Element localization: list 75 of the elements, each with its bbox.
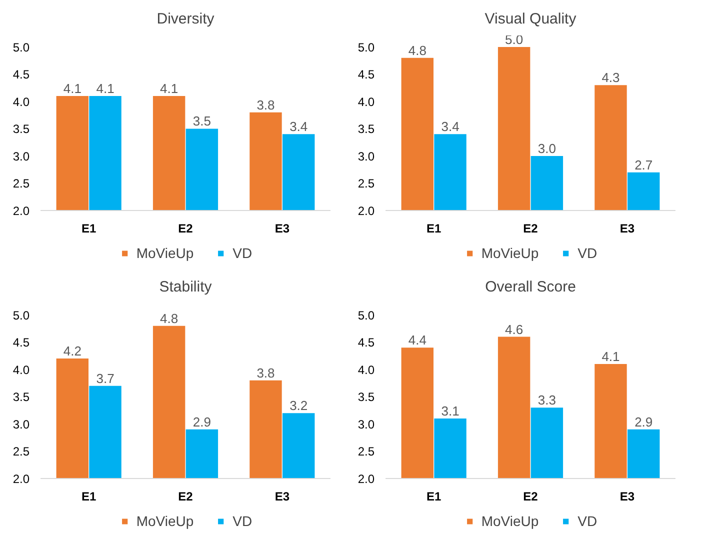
y-tick-label: 3.0: [12, 149, 30, 164]
y-tick-label: 2.0: [12, 472, 30, 486]
y-tick-label: 3.0: [12, 417, 30, 432]
y-tick-label: 3.5: [358, 390, 375, 404]
y-tick-label: 5.0: [358, 308, 375, 322]
data-label: 3.0: [538, 140, 556, 156]
legend-label: MoVieUp: [136, 513, 194, 529]
data-label: 2.9: [192, 414, 211, 430]
x-tick-label: E2: [523, 222, 538, 236]
data-label: 4.3: [602, 70, 620, 86]
y-tick-label: 4.0: [12, 362, 30, 377]
y-tick-label: 4.0: [358, 94, 375, 109]
data-label: 3.1: [441, 404, 460, 419]
legend-label: MoVieUp: [481, 245, 539, 261]
y-tick-label: 4.5: [358, 336, 375, 350]
x-tick-label: E2: [523, 490, 538, 504]
y-tick-label: 3.0: [358, 417, 375, 432]
chart-title: Overall Score: [485, 278, 576, 296]
y-tick-label: 4.5: [12, 68, 30, 82]
y-tick-label: 3.5: [12, 122, 30, 136]
data-label: 4.1: [96, 81, 114, 96]
x-tick-label: E3: [620, 222, 635, 236]
y-tick-label: 5.0: [12, 40, 30, 54]
x-tick-label: E1: [426, 490, 442, 504]
legend-label: VD: [578, 245, 598, 261]
data-label: 4.6: [505, 322, 524, 337]
y-tick-label: 2.5: [358, 176, 375, 191]
x-tick-label: E3: [274, 222, 290, 236]
chart-title: Diversity: [156, 10, 215, 28]
y-tick-label: 4.5: [12, 336, 30, 350]
x-tick-label: E3: [620, 490, 635, 504]
data-label: 4.1: [160, 81, 178, 96]
data-label: 3.8: [256, 365, 275, 380]
data-label: 4.1: [63, 81, 82, 96]
y-tick-label: 3.0: [358, 149, 375, 164]
x-tick-label: E3: [274, 490, 290, 504]
y-tick-label: 4.5: [358, 68, 375, 82]
data-label: 3.5: [192, 114, 211, 129]
data-label: 4.8: [160, 310, 178, 326]
x-tick-label: E2: [178, 222, 194, 236]
y-tick-label: 4.0: [358, 362, 375, 377]
x-tick-label: E1: [81, 490, 96, 504]
y-tick-label: 5.0: [358, 40, 375, 54]
data-label: 3.2: [290, 398, 308, 414]
data-label: 3.7: [96, 370, 114, 386]
legend-label: VD: [578, 513, 598, 529]
y-tick-label: 2.5: [358, 444, 375, 459]
y-tick-label: 2.5: [12, 176, 30, 191]
data-label: 4.2: [63, 344, 82, 359]
legend-label: VD: [232, 245, 253, 261]
data-label: 4.8: [408, 42, 426, 58]
data-label: 2.7: [634, 157, 653, 172]
y-tick-label: 3.5: [12, 390, 30, 404]
data-label: 2.9: [634, 414, 653, 430]
y-tick-label: 2.0: [12, 204, 30, 218]
y-tick-label: 2.0: [358, 472, 375, 486]
chart-title: Stability: [159, 278, 212, 296]
x-tick-label: E2: [178, 490, 194, 504]
data-label: 3.4: [441, 119, 460, 134]
chart-title: Visual Quality: [484, 10, 577, 28]
x-tick-label: E1: [426, 222, 442, 236]
y-tick-label: 4.0: [12, 94, 30, 109]
y-tick-label: 2.5: [12, 444, 30, 459]
y-tick-label: 5.0: [12, 308, 30, 322]
data-label: 3.8: [256, 97, 275, 112]
legend-label: MoVieUp: [136, 245, 194, 261]
y-tick-label: 2.0: [358, 204, 375, 218]
data-label: 4.4: [408, 332, 426, 348]
data-label: 4.1: [602, 349, 620, 364]
data-label: 3.3: [538, 392, 556, 408]
legend-label: VD: [232, 513, 253, 529]
x-tick-label: E1: [81, 222, 96, 236]
y-tick-label: 3.5: [358, 122, 375, 136]
legend-label: MoVieUp: [481, 513, 539, 529]
data-label: 3.4: [290, 119, 308, 134]
